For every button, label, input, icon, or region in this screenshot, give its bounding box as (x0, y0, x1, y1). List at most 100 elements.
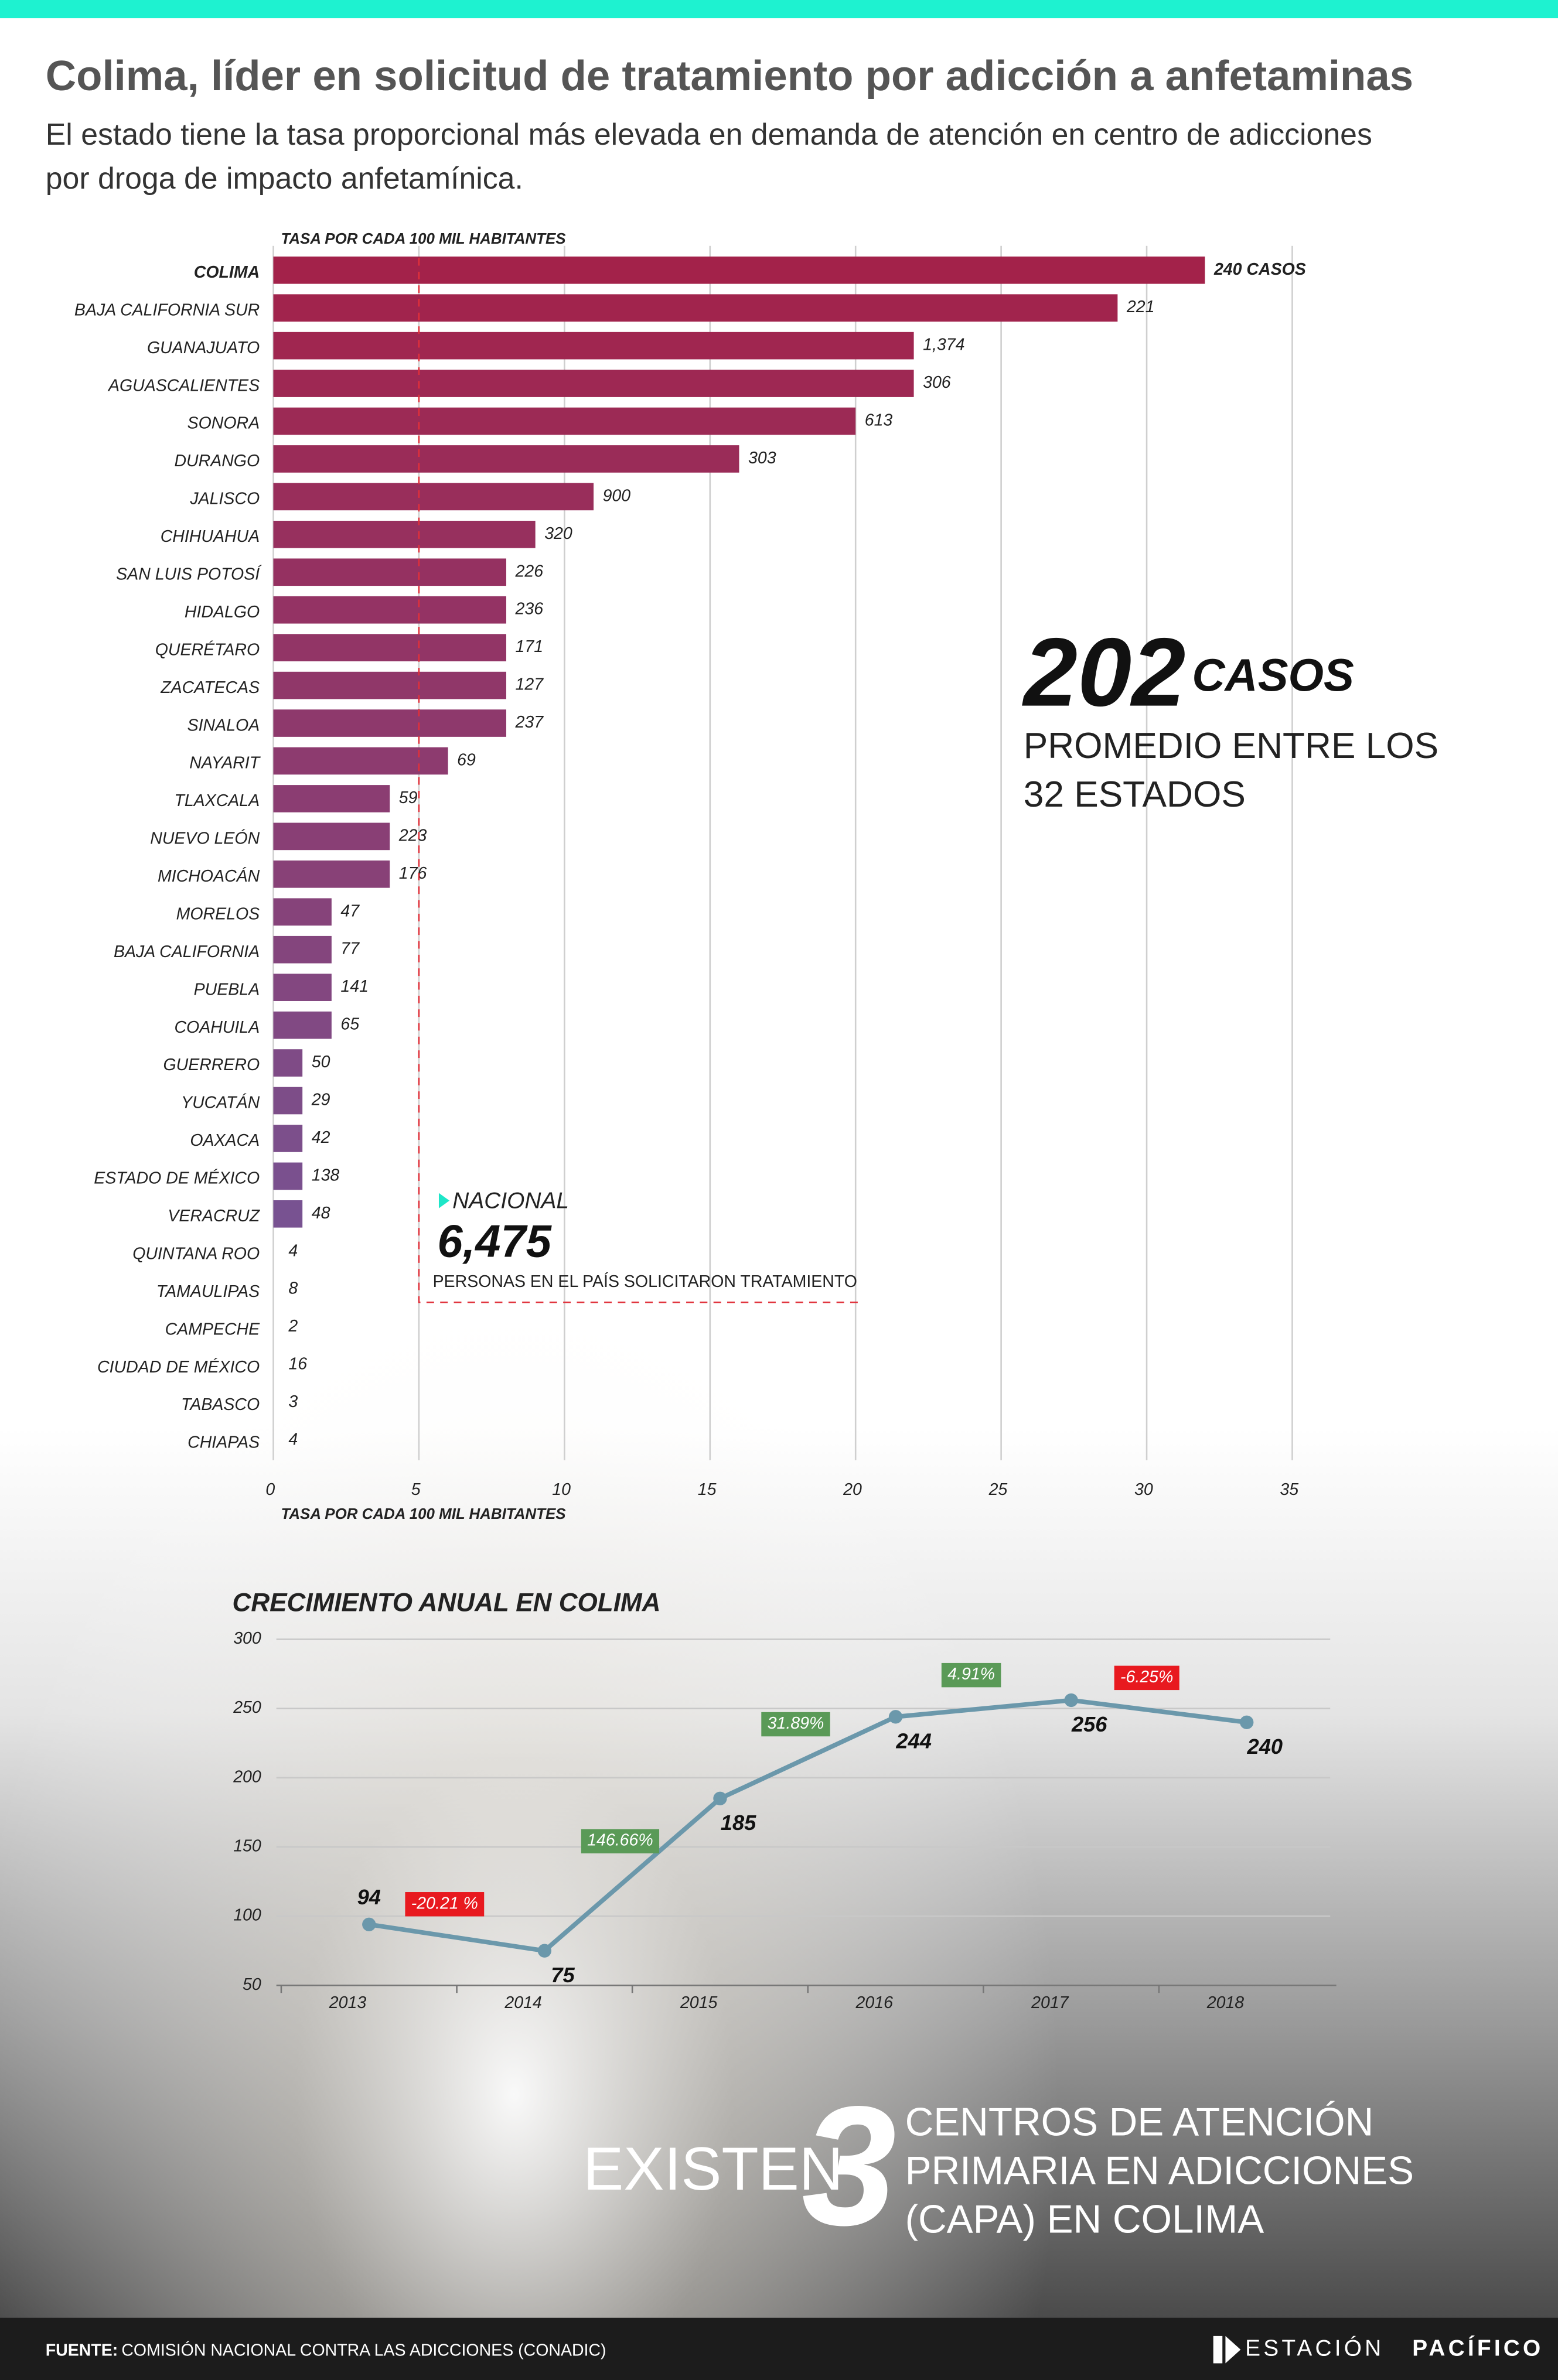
bar (273, 407, 856, 435)
category-label: QUINTANA ROO (132, 1244, 260, 1263)
bar (273, 974, 332, 1001)
annotation-value: 6,475 (437, 1216, 552, 1266)
case-label: 1,374 (923, 336, 964, 354)
bar (273, 861, 390, 888)
case-label: 306 (923, 373, 951, 392)
value-label: 244 (895, 1729, 932, 1753)
category-label: GUERRERO (163, 1056, 260, 1074)
change-label: 146.66% (587, 1831, 653, 1850)
x-tick-label: 0 (265, 1480, 275, 1499)
case-label: 226 (515, 562, 544, 581)
x-tick-label: 15 (698, 1480, 717, 1499)
case-label: 50 (312, 1053, 330, 1071)
category-label: MICHOACÁN (158, 867, 260, 886)
change-badge (581, 1829, 660, 1853)
average-text: PROMEDIO ENTRE LOS (1024, 726, 1438, 766)
x-tick-label: 35 (1280, 1480, 1298, 1499)
y-tick-label: 200 (233, 1767, 261, 1786)
category-label: TLAXCALA (174, 791, 260, 810)
case-label: 77 (340, 940, 360, 958)
x-tick-label: 25 (988, 1480, 1008, 1499)
y-tick-label: 100 (233, 1906, 261, 1925)
category-label: CHIAPAS (187, 1433, 260, 1452)
x-tick-label: 2013 (329, 1993, 367, 2012)
subtitle: El estado tiene la tasa proporcional más… (46, 117, 1372, 151)
case-label: 171 (516, 637, 544, 656)
case-label: 3 (288, 1392, 298, 1411)
bar (273, 1125, 303, 1152)
category-label: SINALOA (187, 716, 260, 735)
logo-name-bold: PACÍFICO (1412, 2335, 1543, 2361)
centers-text: (CAPA) EN COLIMA (905, 2197, 1264, 2241)
centers-value: 3 (802, 2071, 896, 2261)
top-band (0, 0, 1558, 19)
point (537, 1944, 552, 1958)
reference-line (418, 258, 858, 1303)
bar (273, 1162, 303, 1190)
point (362, 1917, 376, 1931)
centers-text: PRIMARIA EN ADICCIONES (905, 2149, 1414, 2193)
category-label: JALISCO (189, 490, 260, 508)
chart-title: CRECIMIENTO ANUAL EN COLIMA (233, 1589, 661, 1617)
bar (273, 822, 390, 851)
x-tick-label: 30 (1134, 1480, 1153, 1499)
category-label: COLIMA (194, 263, 260, 282)
bar (273, 671, 506, 699)
y-tick-label: 300 (233, 1629, 261, 1648)
case-label: 69 (457, 751, 476, 770)
category-label: NAYARIT (189, 754, 261, 773)
bar (273, 935, 332, 964)
change-label: 4.91% (947, 1665, 995, 1684)
bar (273, 483, 594, 511)
case-label: 65 (340, 1015, 359, 1034)
x-tick-label: 2016 (855, 1993, 894, 2012)
value-label: 240 (1247, 1734, 1283, 1758)
point (888, 1710, 903, 1724)
category-label: YUCATÁN (181, 1094, 260, 1112)
case-label: 900 (603, 486, 631, 505)
case-label: 176 (399, 864, 427, 883)
x-tick-label: 10 (552, 1480, 571, 1499)
axis-title: TASA POR CADA 100 MIL HABITANTES (281, 1506, 566, 1522)
y-tick-label: 250 (233, 1698, 261, 1717)
change-label: 31.89% (768, 1714, 824, 1733)
category-label: OAXACA (190, 1131, 260, 1150)
category-label: BAJA CALIFORNIA (114, 943, 260, 961)
category-label: ESTADO DE MÉXICO (94, 1169, 260, 1188)
case-label: 138 (312, 1166, 340, 1184)
annotation-text: PERSONAS EN EL PAÍS SOLICITARON TRATAMIE… (433, 1272, 857, 1291)
bar-chart: TASA POR CADA 100 MIL HABITANTES TASA POR… (74, 231, 1306, 1522)
source: COMISIÓN NACIONAL CONTRA LAS ADICCIONES … (121, 2341, 606, 2359)
centers-prefix: EXISTEN (583, 2135, 843, 2203)
x-tick-label: 2018 (1206, 1993, 1245, 2012)
category-label: GUANAJUATO (147, 339, 260, 357)
bar (273, 709, 506, 737)
bar (273, 1200, 303, 1228)
bar (273, 898, 332, 926)
case-label: 236 (515, 600, 544, 619)
average-unit: CASOS (1192, 650, 1354, 701)
category-label: BAJA CALIFORNIA SUR (74, 301, 260, 319)
annotation-label: NACIONAL (452, 1188, 569, 1213)
case-label: 237 (515, 713, 544, 732)
line-chart: CRECIMIENTO ANUAL EN COLIMA 50 100 150 200 25… (233, 1589, 1337, 2012)
bar (273, 445, 739, 473)
case-label: 320 (544, 524, 572, 543)
point (1064, 1693, 1078, 1708)
point (713, 1791, 727, 1805)
x-tick-label: 2015 (680, 1993, 718, 2012)
logo-name: ESTACIÓN (1245, 2335, 1384, 2361)
value-label: 94 (357, 1885, 381, 1909)
value-label: 75 (551, 1963, 575, 1987)
case-label: 29 (311, 1091, 330, 1109)
bar (273, 1087, 303, 1115)
category-label: COAHUILA (174, 1018, 260, 1037)
bar (273, 785, 390, 812)
case-label: 127 (516, 675, 544, 694)
bar (273, 332, 914, 360)
category-label: TAMAULIPAS (156, 1282, 260, 1301)
bar (273, 558, 506, 586)
source-label: FUENTE: (46, 2341, 118, 2359)
line-series (369, 1698, 1247, 1954)
